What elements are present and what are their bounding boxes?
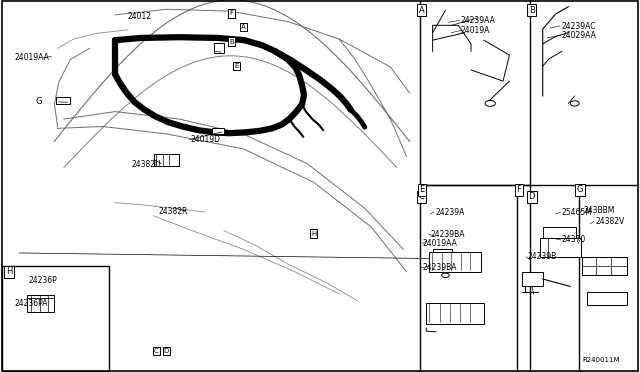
Text: 24236PA: 24236PA [14,299,47,308]
Bar [426,303,484,324]
Bar [522,272,543,286]
Bar [543,227,576,238]
Bar [582,257,627,275]
Text: B: B [229,39,234,45]
Text: D: D [164,348,169,354]
Text: E: E [235,63,239,69]
Text: 243BBM: 243BBM [584,206,615,215]
Text: 24239AC: 24239AC [562,22,596,31]
Text: G: G [35,97,42,106]
Bar [429,252,481,272]
Text: 24239A: 24239A [435,208,465,217]
Text: G: G [577,185,583,194]
Text: A: A [419,6,424,15]
Text: 24382R: 24382R [159,207,188,216]
Bar [212,128,224,134]
Text: 24382V: 24382V [595,217,625,226]
Text: 24019AA: 24019AA [14,53,49,62]
Text: 24370: 24370 [562,235,586,244]
Text: H: H [6,267,12,276]
Text: 24019D: 24019D [191,135,221,144]
Text: C: C [154,348,159,354]
Text: 24239B: 24239B [528,252,557,261]
Text: 24239AA: 24239AA [461,16,495,25]
Text: 25465M: 25465M [562,208,593,217]
Text: F: F [516,185,522,194]
Bar [540,238,581,257]
Text: 24382U: 24382U [131,160,161,169]
Text: 24029AA: 24029AA [562,31,596,40]
Bar [214,43,224,53]
Text: 24012: 24012 [128,12,152,21]
Text: C: C [419,192,425,201]
Text: 24239BA: 24239BA [430,230,465,239]
Bar [154,154,179,166]
Text: B: B [529,6,535,15]
Text: A: A [241,24,246,30]
Bar [2,266,109,371]
Text: 24019A: 24019A [461,26,490,35]
Text: F: F [230,10,234,16]
Bar [587,292,627,305]
Text: R240011M: R240011M [582,357,620,363]
Text: D: D [529,192,535,201]
Bar [27,295,54,312]
Bar [56,97,70,104]
Text: E: E [419,185,424,194]
Text: 24019AA: 24019AA [422,239,457,248]
Text: 24236P: 24236P [29,276,58,285]
Text: 24239BA: 24239BA [422,263,457,272]
Text: H: H [311,231,316,237]
